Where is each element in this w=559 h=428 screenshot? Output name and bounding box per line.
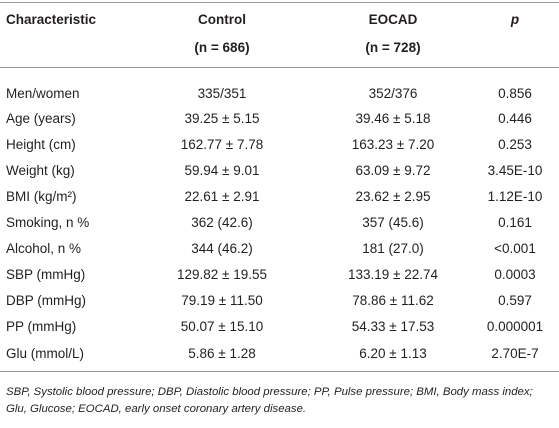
table-cell: 0.856 [498, 86, 532, 101]
table-cell: 54.33 ± 17.53 [351, 319, 435, 334]
table-cell: 0.161 [498, 215, 532, 230]
table-cell: 0.000001 [486, 319, 544, 334]
table-cell: 1.12E-10 [487, 189, 543, 204]
table-cell: <0.001 [494, 241, 536, 256]
column-subheader: (n = 686) [194, 40, 250, 55]
column-header: Control [198, 12, 246, 27]
table-cell: 50.07 ± 15.10 [180, 319, 264, 334]
table-cell: 6.20 ± 1.13 [359, 346, 427, 361]
table-cell: 129.82 ± 19.55 [177, 267, 267, 282]
table-cell: 63.09 ± 9.72 [355, 163, 431, 178]
header-rule [0, 67, 559, 68]
table-cell: 133.19 ± 22.74 [348, 267, 438, 282]
table-cell: 79.19 ± 11.50 [181, 293, 263, 308]
column-header: p [510, 12, 520, 27]
row-label: Weight (kg) [6, 163, 75, 178]
table-cell: 344 (46.2) [191, 241, 253, 256]
row-label: Men/women [6, 86, 80, 101]
row-label: Glu (mmol/L) [6, 346, 85, 361]
table-cell: 59.94 ± 9.01 [184, 163, 260, 178]
row-label: BMI (kg/m²) [6, 189, 77, 204]
table-cell: 39.46 ± 5.18 [355, 111, 431, 126]
row-label: SBP (mmHg) [6, 267, 86, 282]
column-subheader: (n = 728) [365, 40, 421, 55]
row-label: Height (cm) [6, 137, 76, 152]
table-cell: 0.597 [498, 293, 532, 308]
table-cell: 78.86 ± 11.62 [352, 293, 434, 308]
table-cell: 2.70E-7 [491, 346, 539, 361]
table-cell: 362 (42.6) [191, 215, 253, 230]
row-label: DBP (mmHg) [6, 293, 87, 308]
table-cell: 181 (27.0) [362, 241, 424, 256]
table-cell: 162.77 ± 7.78 [180, 137, 264, 152]
table-cell: 0.446 [498, 111, 532, 126]
table-cell: 5.86 ± 1.28 [188, 346, 256, 361]
table-cell: 357 (45.6) [362, 215, 424, 230]
table-cell: 3.45E-10 [487, 163, 543, 178]
bottom-rule [0, 371, 559, 372]
table-cell: 23.62 ± 2.95 [355, 189, 431, 204]
table-cell: 0.0003 [494, 267, 536, 282]
table-cell: 163.23 ± 7.20 [351, 137, 435, 152]
row-label: PP (mmHg) [6, 319, 77, 334]
table-cell: 352/376 [368, 86, 418, 101]
column-header: EOCAD [368, 12, 418, 27]
top-rule [0, 2, 559, 3]
table-cell: 335/351 [197, 86, 247, 101]
row-label: Alcohol, n % [6, 241, 82, 256]
column-header: Characteristic [6, 12, 97, 27]
row-label: Smoking, n % [6, 215, 90, 230]
table-cell: 0.253 [498, 137, 532, 152]
table-cell: 39.25 ± 5.15 [184, 111, 260, 126]
table-cell: 22.61 ± 2.91 [184, 189, 260, 204]
footnote: SBP, Systolic blood pressure; DBP, Diast… [6, 386, 533, 415]
row-label: Age (years) [6, 111, 76, 126]
